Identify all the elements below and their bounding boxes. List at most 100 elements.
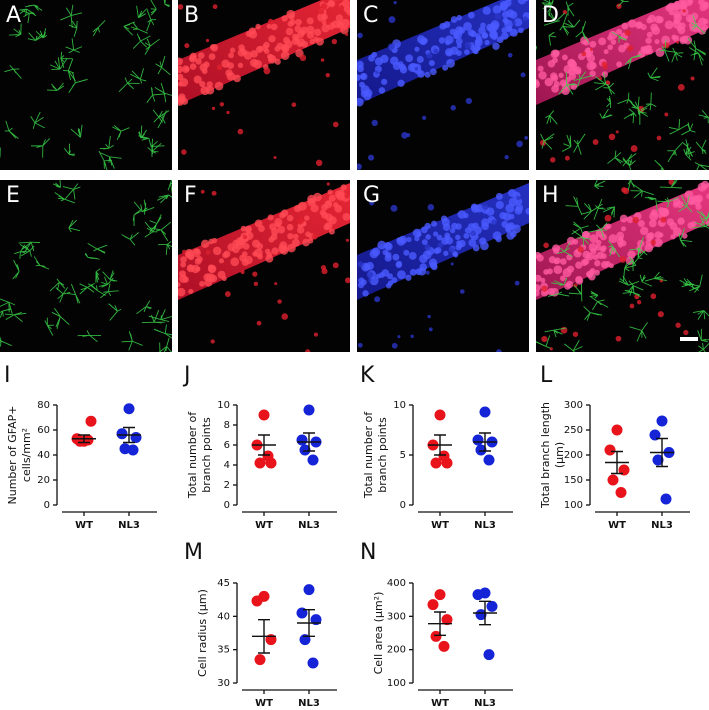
nucleus — [347, 10, 353, 16]
scattered-cell — [391, 205, 398, 212]
y-tick-label: 30 — [217, 678, 230, 689]
y-tick-label: 300 — [564, 400, 583, 411]
nucleus — [306, 26, 314, 34]
nucleus — [497, 36, 504, 43]
x-tick-label: NL3 — [474, 520, 496, 531]
image-background — [0, 0, 172, 170]
nucleus — [287, 215, 293, 221]
nucleus — [257, 254, 263, 260]
nucleus — [496, 201, 504, 209]
nucleus — [567, 237, 575, 245]
scattered-cell — [410, 335, 413, 338]
nucleus — [628, 19, 636, 27]
scattered-cell — [358, 261, 364, 267]
nucleus — [381, 79, 387, 85]
nucleus — [457, 43, 462, 48]
nucleus — [354, 74, 361, 81]
data-point — [657, 416, 668, 427]
scattered-cell — [212, 191, 217, 196]
nucleus — [491, 33, 498, 40]
scattered-cell — [637, 300, 641, 304]
scattered-cell — [292, 102, 297, 107]
nucleus — [496, 236, 502, 242]
nucleus — [329, 216, 337, 224]
nucleus — [268, 55, 277, 64]
nucleus — [554, 81, 560, 87]
nucleus — [464, 49, 470, 55]
scattered-cell — [312, 234, 318, 240]
nucleus — [548, 60, 556, 68]
scattered-cell — [220, 102, 224, 106]
nucleus — [533, 290, 540, 297]
y-tick-label: 0 — [400, 500, 406, 511]
nucleus — [611, 39, 617, 45]
nucleus — [506, 231, 515, 240]
nucleus — [607, 44, 613, 50]
y-axis-label: Number of GFAP+ — [6, 406, 19, 505]
nucleus — [479, 237, 486, 244]
nucleus — [656, 48, 665, 57]
nucleus — [677, 217, 684, 224]
nucleus — [278, 244, 287, 253]
scattered-cell — [333, 262, 339, 268]
nucleus — [396, 261, 402, 267]
nucleus — [298, 202, 307, 211]
nucleus — [586, 271, 593, 278]
nucleus — [415, 268, 422, 275]
nucleus — [230, 48, 235, 53]
nucleus — [508, 189, 516, 197]
scattered-cell — [213, 4, 218, 9]
nucleus — [621, 23, 628, 30]
nucleus — [321, 24, 329, 32]
scattered-cell — [657, 136, 662, 141]
data-point — [608, 475, 619, 486]
nucleus — [543, 269, 549, 275]
scattered-cell — [427, 315, 430, 318]
nucleus — [271, 228, 278, 235]
nucleus — [493, 5, 502, 14]
scattered-cell — [212, 107, 215, 110]
nucleus — [502, 18, 507, 23]
data-point — [435, 589, 446, 600]
y-tick-label: 100 — [387, 678, 406, 689]
x-tick-label: NL3 — [474, 698, 496, 706]
nucleus — [194, 248, 200, 254]
nucleus — [538, 71, 546, 79]
nucleus — [241, 226, 247, 232]
scattered-cell — [603, 65, 608, 70]
nucleus — [455, 223, 461, 229]
scattered-cell — [651, 240, 656, 245]
scattered-cell — [206, 250, 210, 254]
scattered-cell — [682, 9, 685, 12]
nucleus — [554, 265, 563, 274]
nucleus — [670, 222, 678, 230]
scattered-cell — [340, 5, 344, 9]
nucleus — [271, 247, 278, 254]
panel-letter: N — [360, 540, 376, 565]
scattered-cell — [496, 349, 502, 355]
data-point — [304, 405, 315, 416]
nucleus — [246, 31, 252, 37]
data-point — [661, 494, 672, 505]
nucleus — [594, 270, 600, 276]
nucleus — [582, 251, 590, 259]
nucleus — [430, 262, 438, 270]
y-tick-label: 40 — [217, 611, 230, 622]
scattered-cell — [201, 190, 205, 194]
scattered-cell — [616, 130, 619, 133]
scattered-cell — [676, 41, 679, 44]
scattered-cell — [319, 9, 324, 14]
nucleus — [601, 245, 607, 251]
y-tick-label: 300 — [387, 611, 406, 622]
x-tick-label: WT — [431, 698, 449, 706]
nucleus — [233, 75, 241, 83]
nucleus — [328, 0, 335, 7]
nucleus — [364, 264, 371, 271]
nucleus — [208, 239, 214, 245]
nucleus — [444, 232, 450, 238]
nucleus — [435, 247, 441, 253]
y-tick-label: 45 — [217, 578, 230, 589]
nucleus — [581, 259, 588, 266]
y-tick-label: 10 — [393, 400, 406, 411]
scattered-cell — [206, 39, 209, 42]
